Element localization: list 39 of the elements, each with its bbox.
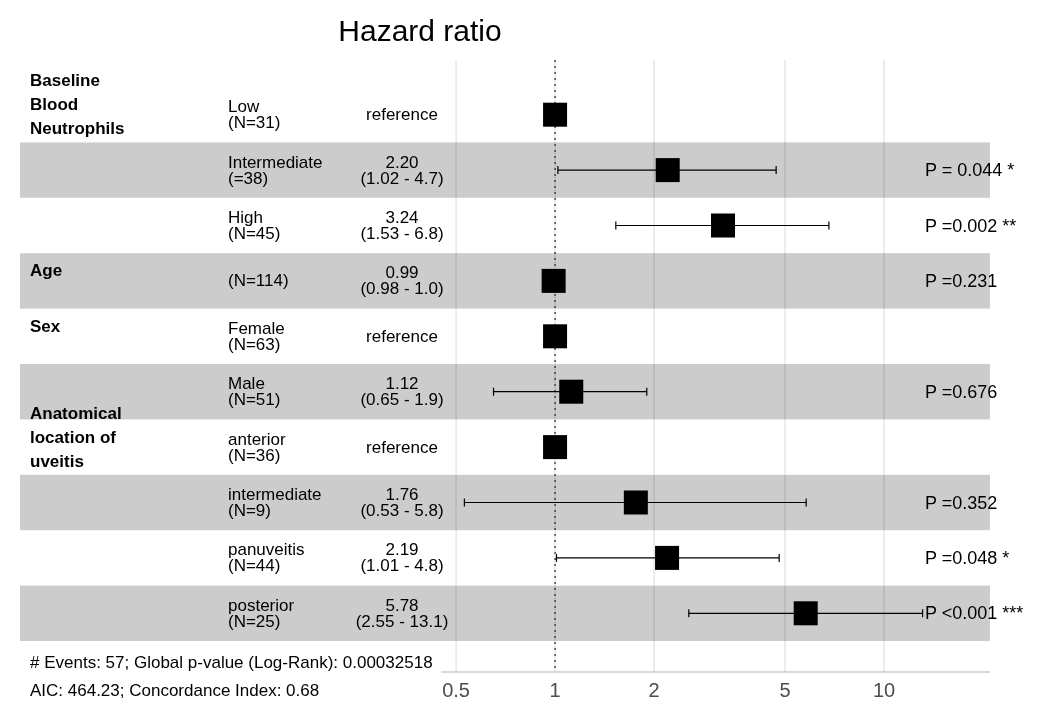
data-label: 5.78 (2.55 - 13.1) (355, 595, 449, 631)
y-tick-label: Intermediate (=38) (228, 152, 323, 188)
y-tick-label: panuveitis (N=44) (228, 540, 305, 576)
x-tick-label: 1 (549, 679, 561, 701)
annotation: P =0.676 (925, 381, 998, 402)
y-tick-label: intermediate (N=9) (228, 485, 322, 520)
data-label: 0.99 (0.98 - 1.0) (360, 263, 444, 299)
x-tick-label: 0.5 (442, 679, 470, 701)
y-tick-label: Female (N=63) (228, 318, 285, 354)
data-label: reference (366, 105, 438, 125)
y2-tick-label: Anatomical location of uveitis (30, 403, 122, 471)
data-label: 2.20 (1.02 - 4.7) (360, 152, 444, 188)
y2-tick-label: Baseline Blood Neutrophils (30, 71, 125, 139)
data-label: 2.19 (1.01 - 4.8) (360, 540, 444, 576)
x-tick-label: 10 (872, 679, 896, 701)
text: # Events: 57; Global p-value (Log-Rank): 0.00032518 (30, 652, 433, 672)
data-label: 1.76 (0.53 - 5.8) (360, 485, 444, 520)
annotation: P <0.001 *** (925, 603, 1024, 624)
data-label: reference (366, 326, 438, 346)
chart-title: Hazard ratio (338, 13, 502, 47)
y-tick-label: Male (N=51) (228, 374, 281, 410)
data-label: reference (366, 437, 438, 457)
annotation: P =0.231 (925, 270, 998, 291)
y-tick-label: (N=114) (228, 271, 289, 291)
y2-tick-label: Age (30, 261, 63, 281)
x-tick-label: 2 (648, 679, 660, 701)
annotation: P =0.352 (925, 492, 998, 513)
y-tick-label: posterior (N=25) (228, 595, 295, 631)
y-tick-label: High (N=45) (228, 208, 281, 243)
x-tick-label: 5 (779, 679, 791, 701)
y-tick-label: anterior (N=36) (228, 429, 286, 465)
annotation: P =0.002 ** (925, 215, 1017, 236)
data-label: 3.24 (1.53 - 6.8) (360, 208, 444, 243)
data-label: 1.12 (0.65 - 1.9) (360, 374, 444, 410)
y-tick-label: Low (N=31) (228, 97, 281, 133)
annotation: P = 0.044 * (925, 160, 1015, 181)
text: AIC: 464.23; Concordance Index: 0.68 (30, 680, 320, 700)
annotation: P =0.048 * (925, 547, 1010, 568)
y2-tick-label: Sex (30, 316, 61, 336)
